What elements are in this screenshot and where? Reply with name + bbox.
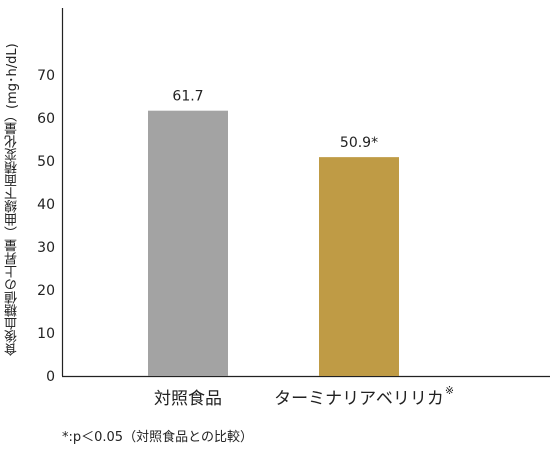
- bar-value-label: 61.7: [172, 89, 203, 105]
- bar: [148, 110, 228, 376]
- y-tick-label: 20: [37, 283, 55, 299]
- y-tick-label: 50: [37, 154, 55, 170]
- bars: [148, 110, 399, 376]
- y-tick-label: 40: [37, 197, 55, 213]
- y-tick-label: 10: [37, 326, 55, 342]
- y-tick-labels: 0 10 20 30 40 50 60 70: [37, 68, 55, 385]
- bar: [319, 157, 399, 376]
- y-tick-label: 70: [37, 68, 55, 84]
- significance-footnote: *:p＜0.05（対照食品との比較）: [62, 430, 253, 445]
- category-superscript: ※: [445, 384, 454, 397]
- y-axis-title: 食後血糖値の上昇量（曲線下面積変化量）(mg･h/dL): [5, 43, 20, 357]
- category-label: ターミナリアベリリカ: [274, 389, 444, 409]
- y-tick-label: 60: [37, 111, 55, 127]
- category-label: 対照食品: [154, 389, 222, 409]
- data-labels: 61.7 50.9*: [172, 89, 378, 151]
- x-tick-labels: 対照食品 ターミナリアベリリカ ※: [154, 384, 454, 409]
- bar-value-label: 50.9*: [340, 135, 378, 151]
- y-tick-label: 0: [46, 369, 55, 385]
- y-tick-label: 30: [37, 240, 55, 256]
